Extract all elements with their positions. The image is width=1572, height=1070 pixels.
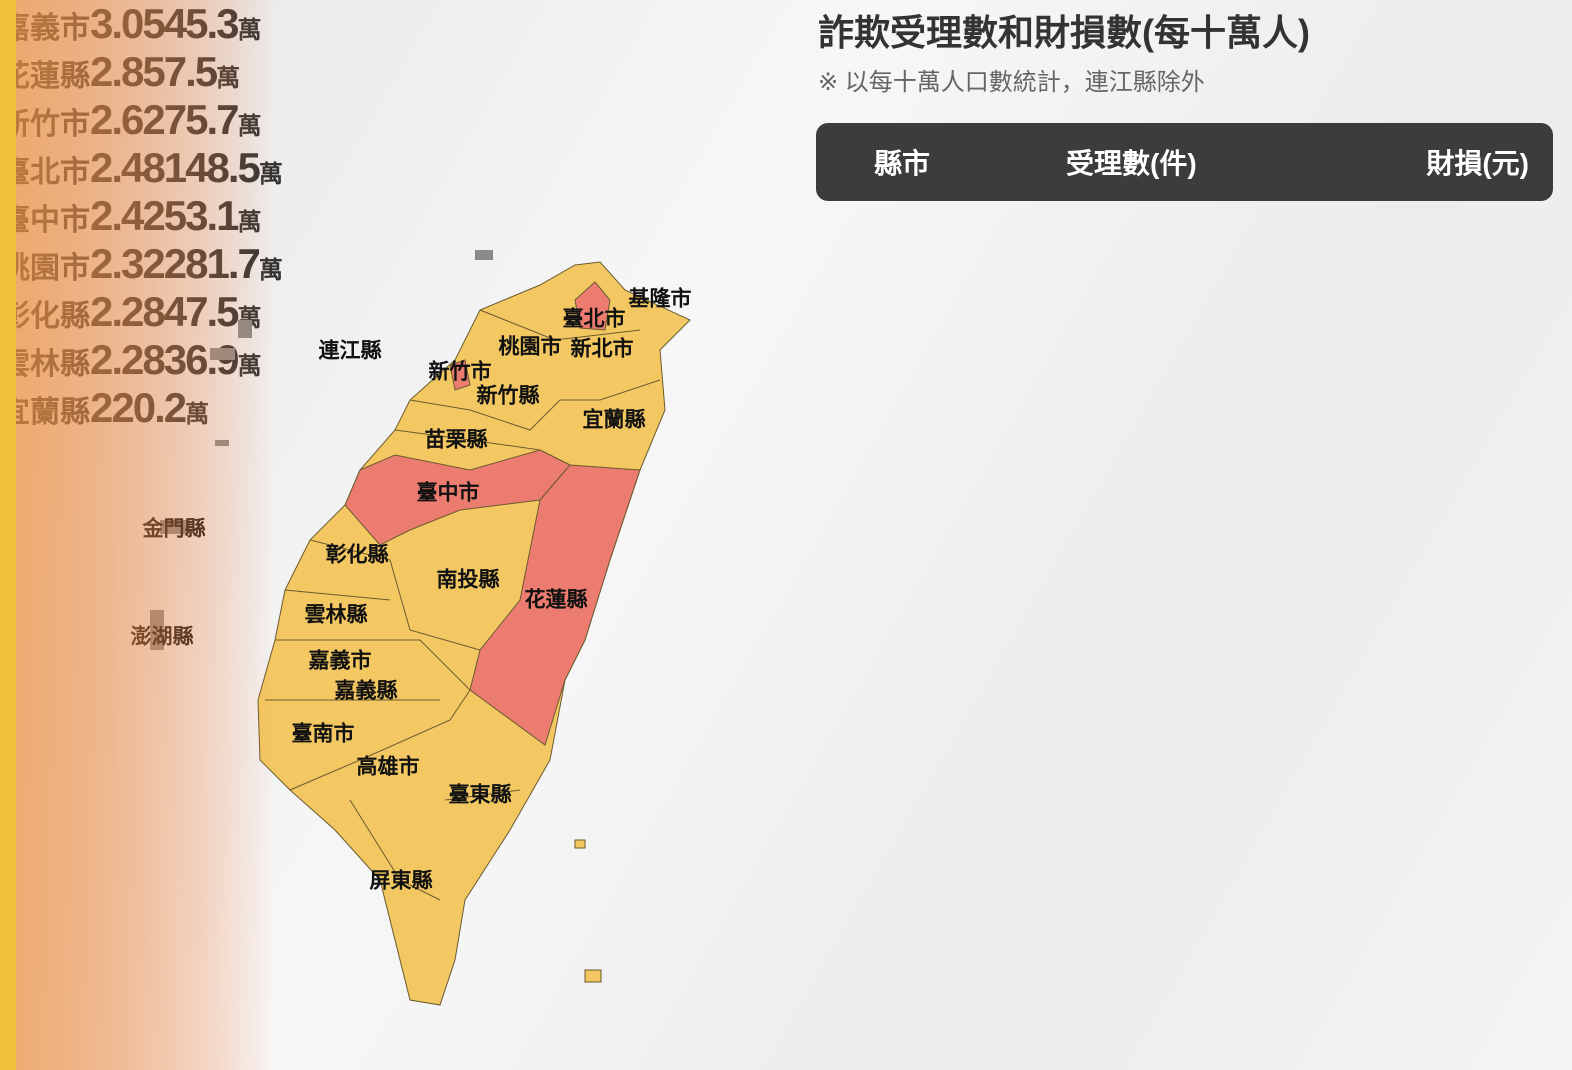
map-label: 嘉義市 bbox=[309, 649, 372, 673]
row-glow bbox=[16, 0, 276, 1070]
map-label: 臺中市 bbox=[417, 481, 480, 505]
table-header: 縣市 受理數(件) 財損(元) bbox=[816, 123, 1553, 201]
map-label: 雲林縣 bbox=[305, 603, 368, 627]
map-label: 高雄市 bbox=[357, 755, 420, 779]
loss: 7.5 bbox=[164, 48, 218, 95]
row-glow bbox=[16, 0, 276, 1070]
unit: 萬 bbox=[185, 401, 209, 428]
loss: 47.5 bbox=[164, 288, 240, 335]
unit: 萬 bbox=[238, 209, 262, 236]
map-label: 新北市 bbox=[571, 337, 634, 361]
row-glow bbox=[16, 0, 276, 1070]
map-label: 臺北市 bbox=[563, 307, 626, 331]
col-header: 財損(元) bbox=[1426, 148, 1529, 179]
map-label: 金門縣 bbox=[142, 517, 206, 541]
row-glow bbox=[16, 0, 276, 1070]
subtitle: ※ 以每十萬人口數統計，連江縣除外 bbox=[818, 69, 1205, 96]
map-label: 臺東縣 bbox=[449, 784, 512, 807]
region-taipei bbox=[574, 281, 611, 331]
map-label: 澎湖縣 bbox=[131, 626, 194, 649]
row-glow bbox=[16, 0, 276, 1070]
count: 2.28 bbox=[90, 288, 166, 335]
row-glow bbox=[16, 0, 276, 1070]
map-label: 桃園市 bbox=[499, 335, 562, 359]
loss: 281.7 bbox=[164, 240, 261, 287]
col-header: 縣市 bbox=[874, 148, 931, 179]
borders bbox=[265, 309, 661, 901]
loss: 75.7 bbox=[164, 96, 240, 143]
count: 2.85 bbox=[90, 48, 166, 95]
unit: 萬 bbox=[238, 113, 262, 140]
count: 2.32 bbox=[90, 240, 166, 287]
loss: 45.3 bbox=[164, 0, 240, 47]
count: 2.62 bbox=[90, 96, 166, 143]
map-label: 嘉義縣 bbox=[335, 679, 398, 703]
row-glow bbox=[16, 0, 276, 1070]
map-label: 屏東縣 bbox=[370, 870, 433, 893]
taiwan-main bbox=[257, 261, 691, 1006]
map-label: 花蓮縣 bbox=[525, 588, 588, 612]
map-label: 連江縣 bbox=[319, 340, 382, 363]
islands bbox=[150, 250, 493, 650]
row-glow bbox=[16, 0, 276, 1070]
map-label: 臺南市 bbox=[292, 722, 355, 746]
loss: 53.1 bbox=[164, 192, 240, 239]
taiwan-map: 連江縣金門縣澎湖縣 基隆市臺北市新北市桃園市新竹市新竹縣宜蘭縣苗栗縣臺中市彰化縣南… bbox=[131, 250, 692, 1006]
map-label: 基隆市 bbox=[629, 287, 692, 311]
map-label: 宜蘭縣 bbox=[583, 408, 646, 432]
unit: 萬 bbox=[259, 257, 283, 284]
count: 2 bbox=[90, 384, 113, 431]
count: 3.05 bbox=[90, 0, 166, 47]
title: 詐欺受理數和財損數(每十萬人) bbox=[818, 12, 1310, 53]
map-label: 彰化縣 bbox=[326, 543, 389, 567]
count: 2.28 bbox=[90, 336, 166, 383]
east-islands bbox=[574, 839, 602, 983]
unit: 萬 bbox=[216, 65, 240, 92]
unit: 萬 bbox=[238, 17, 262, 44]
count: 2.48 bbox=[90, 144, 166, 191]
region-hualien bbox=[469, 464, 641, 746]
map-label: 新竹縣 bbox=[477, 384, 540, 408]
loss: 148.5 bbox=[164, 144, 261, 191]
map-label: 苗栗縣 bbox=[425, 428, 488, 452]
col-header: 受理數(件) bbox=[1066, 148, 1197, 179]
unit: 萬 bbox=[238, 353, 262, 380]
map-label: 新竹市 bbox=[429, 360, 492, 384]
unit: 萬 bbox=[259, 161, 283, 188]
loss: 20.2 bbox=[111, 384, 187, 431]
count: 2.42 bbox=[90, 192, 166, 239]
map-label: 南投縣 bbox=[437, 568, 500, 592]
region-hsinchu-city bbox=[449, 359, 471, 391]
row-glow bbox=[16, 0, 276, 1070]
row-accent bbox=[0, 0, 16, 1070]
